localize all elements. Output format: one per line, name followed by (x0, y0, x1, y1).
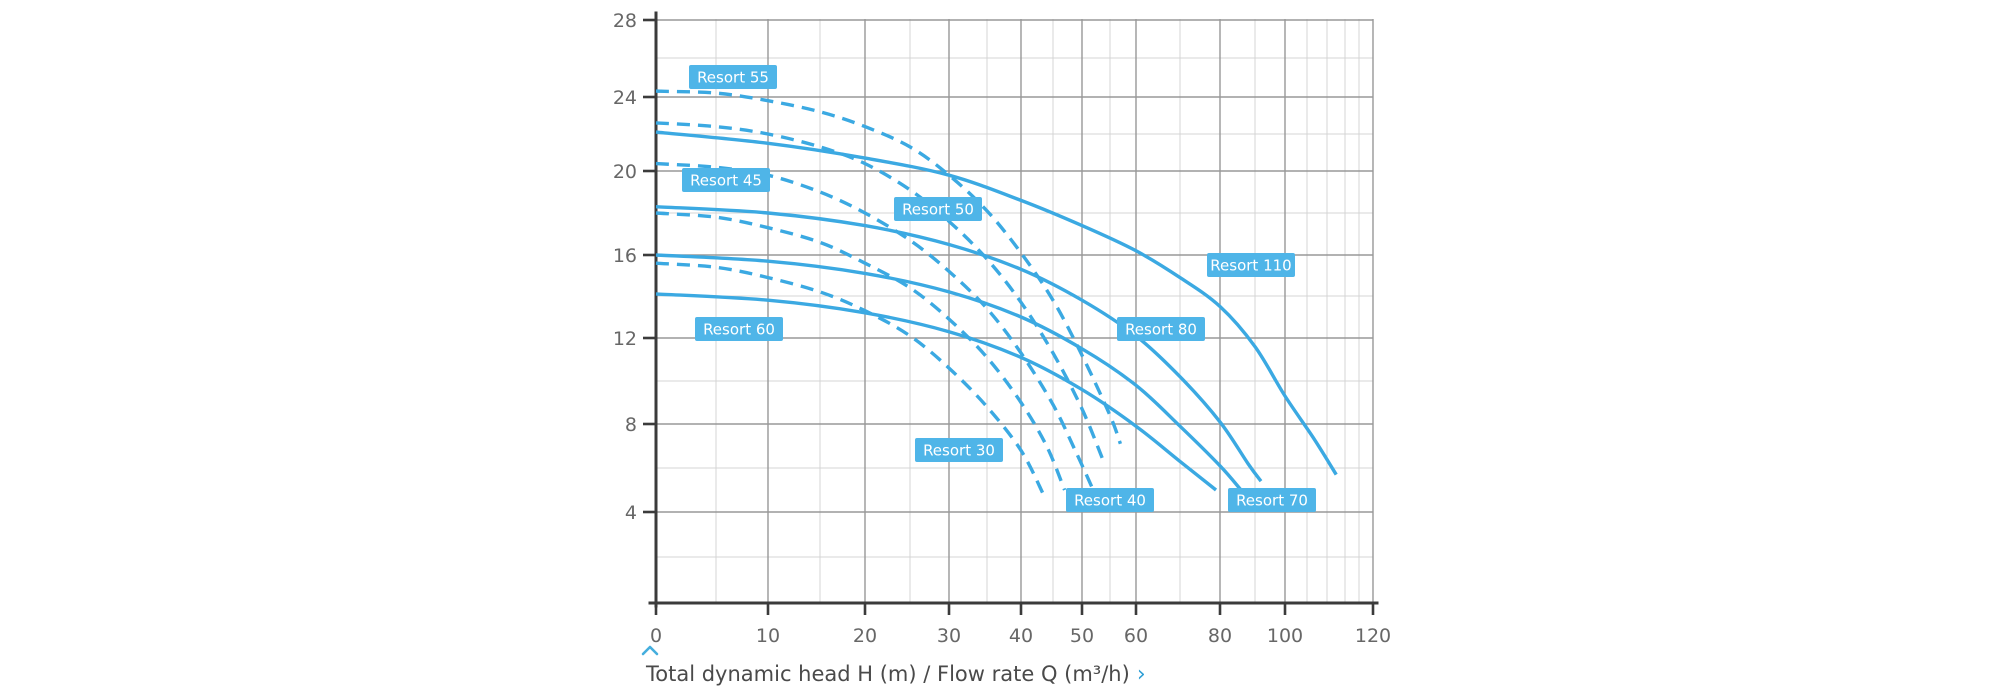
y-tick-label: 16 (613, 245, 637, 267)
curve-label-text: Resort 50 (902, 201, 974, 219)
curve-label-resort-110[interactable]: Resort 110 (1207, 253, 1295, 277)
y-tick-label: 8 (625, 414, 637, 436)
curve-label-text: Resort 70 (1236, 492, 1308, 510)
curve-label-badge (894, 197, 982, 221)
curve-label-badge (1207, 253, 1295, 277)
curve-label-resort-60[interactable]: Resort 60 (695, 317, 783, 341)
curve-label-badge (682, 168, 770, 192)
chevron-up-icon (641, 645, 659, 656)
x-tick-label: 40 (1009, 625, 1033, 647)
curve-label-resort-50[interactable]: Resort 50 (894, 197, 982, 221)
x-tick-label: 0 (650, 625, 662, 647)
curve-label-text: Resort 45 (690, 172, 762, 190)
curve-label-text: Resort 30 (923, 442, 995, 460)
curve-resort-80 (655, 205, 1263, 483)
curve-label-text: Resort 40 (1074, 492, 1146, 510)
chevron-right-icon: › (1136, 662, 1146, 687)
curve-resort-40 (655, 211, 1067, 491)
x-tick-label: 60 (1124, 625, 1148, 647)
curve-label-badge (689, 65, 777, 89)
scroll-up-caret-icon[interactable] (640, 644, 660, 657)
curve-label-badge (1066, 488, 1154, 512)
y-tick-label: 28 (613, 10, 637, 32)
y-tick-label: 12 (613, 328, 637, 350)
curve-label-badge (915, 438, 1003, 462)
x-tick-label: 80 (1208, 625, 1232, 647)
curve-label-resort-80[interactable]: Resort 80 (1117, 317, 1205, 341)
x-tick-label: 10 (756, 625, 780, 647)
curve-resort-50 (655, 121, 1106, 465)
x-tick-label: 30 (937, 625, 961, 647)
curve-label-resort-40[interactable]: Resort 40 (1066, 488, 1154, 512)
curve-label-text: Resort 110 (1210, 257, 1291, 275)
curve-resort-70 (655, 253, 1243, 492)
axis-title-text: Total dynamic head H (m) / Flow rate Q (… (646, 662, 1130, 686)
curve-label-badge (1228, 488, 1316, 512)
curve-label-badge (695, 317, 783, 341)
curve-label-resort-45[interactable]: Resort 45 (682, 168, 770, 192)
curve-label-text: Resort 55 (697, 69, 769, 87)
curve-label-badge (1117, 317, 1205, 341)
curve-resort-60 (655, 292, 1218, 492)
y-tick-label: 20 (613, 161, 637, 183)
x-tick-label: 100 (1267, 625, 1303, 647)
curve-label-text: Resort 80 (1125, 321, 1197, 339)
curve-resort-55 (655, 89, 1123, 445)
curve-label-resort-55[interactable]: Resort 55 (689, 65, 777, 89)
x-tick-label: 20 (853, 625, 877, 647)
x-tick-label: 120 (1355, 625, 1391, 647)
y-tick-label: 4 (625, 502, 637, 524)
y-tick-label: 24 (613, 87, 637, 109)
curve-label-resort-30[interactable]: Resort 30 (915, 438, 1003, 462)
curve-resort-30 (655, 261, 1045, 496)
x-tick-label: 50 (1070, 625, 1094, 647)
curve-resort-110 (655, 130, 1338, 476)
axis-title-link[interactable]: Total dynamic head H (m) / Flow rate Q (… (646, 662, 1146, 687)
curve-label-resort-70[interactable]: Resort 70 (1228, 488, 1316, 512)
curve-label-text: Resort 60 (703, 321, 775, 339)
